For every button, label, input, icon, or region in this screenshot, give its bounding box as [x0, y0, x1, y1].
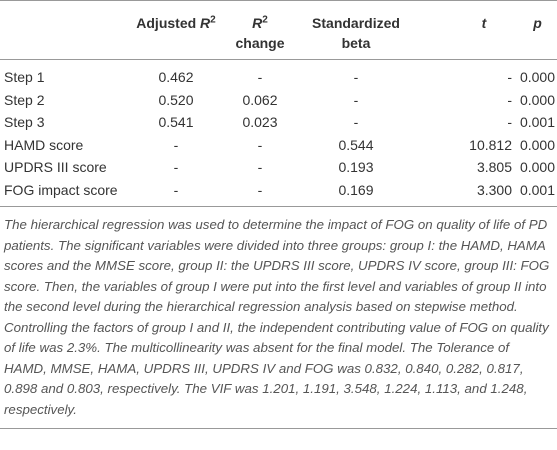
table-row: HAMD score - - 0.544 10.812 0.000 — [0, 134, 557, 157]
table-cell: - — [353, 114, 359, 131]
table-cell: 0.000 — [519, 69, 555, 86]
table-cell: - — [173, 181, 179, 198]
table-cell: - — [257, 159, 263, 176]
table-cell: 0.000 — [519, 91, 555, 108]
table-row: Step 2 0.520 0.062- -0.000 — [0, 89, 557, 112]
row-label: Step 2 — [4, 91, 45, 108]
table-cell: 0.462 — [158, 69, 194, 86]
header-italic: R — [200, 15, 211, 31]
table-header: Adjusted R2 R2 change Standardized beta … — [0, 0, 557, 60]
header-cell: t — [416, 1, 514, 60]
table-cell: 0.000 — [519, 159, 555, 176]
table-cell: 0.001 — [519, 181, 555, 198]
table-cell: 3.805 — [476, 159, 512, 176]
table-cell: 0.001 — [519, 114, 555, 131]
table-cell: - — [353, 91, 359, 108]
table-row: UPDRS III score - - 0.193 3.805 0.000 — [0, 156, 557, 179]
row-label: Step 1 — [4, 69, 45, 86]
regression-table: Adjusted R2 R2 change Standardized beta … — [0, 0, 557, 207]
header-cell: p — [514, 1, 557, 60]
row-label: HAMD score — [4, 136, 84, 153]
row-label: FOG impact score — [4, 181, 118, 198]
table-cell: 0.062 — [242, 91, 278, 108]
table-note: The hierarchical regression was used to … — [0, 207, 557, 429]
table-cell: - — [257, 136, 263, 153]
header-sup: 2 — [210, 14, 216, 26]
table-cell: 0.169 — [338, 181, 374, 198]
table-cell: 3.300 — [476, 181, 512, 198]
table-cell: 0.023 — [242, 114, 278, 131]
header-cell: R2 change — [224, 1, 296, 60]
table-cell: - — [173, 136, 179, 153]
header-text: change — [235, 35, 285, 51]
table-cell: - — [353, 69, 359, 86]
header-cell: Standardized beta — [296, 1, 416, 60]
table-cell: - — [507, 69, 512, 86]
table-cell: 0.541 — [158, 114, 194, 131]
table-cell: 0.000 — [519, 136, 555, 153]
table-row: Step 1 0.462- - -0.000 — [0, 60, 557, 89]
table-row: FOG impact score - - 0.169 3.300 0.001 — [0, 179, 557, 207]
table-cell: - — [507, 114, 512, 131]
table-cell: 10.812 — [469, 136, 512, 153]
row-label: UPDRS III score — [4, 159, 107, 176]
table-cell: - — [257, 181, 263, 198]
table-cell: - — [507, 91, 512, 108]
table-cell: 0.193 — [338, 159, 374, 176]
header-text: Standardized beta — [312, 15, 400, 51]
table-cell: 0.520 — [158, 91, 194, 108]
table-row: Step 3 0.541 0.023- -0.001 — [0, 111, 557, 134]
header-sup: 2 — [262, 14, 268, 26]
table-body: Step 1 0.462- - -0.000 Step 2 0.520 0.062- -0.0… — [0, 60, 557, 207]
table-cell: - — [257, 69, 263, 86]
table-cell: 0.544 — [338, 136, 374, 153]
header-italic: p — [533, 15, 542, 31]
row-label: Step 3 — [4, 114, 45, 131]
header-row: Adjusted R2 R2 change Standardized beta … — [0, 0, 557, 60]
table-cell: - — [173, 159, 179, 176]
header-cell — [0, 1, 128, 60]
header-cell: Adjusted R2 — [128, 1, 224, 60]
header-italic: R — [252, 15, 263, 31]
header-text: Adjusted — [136, 15, 201, 31]
header-italic: t — [481, 15, 487, 31]
